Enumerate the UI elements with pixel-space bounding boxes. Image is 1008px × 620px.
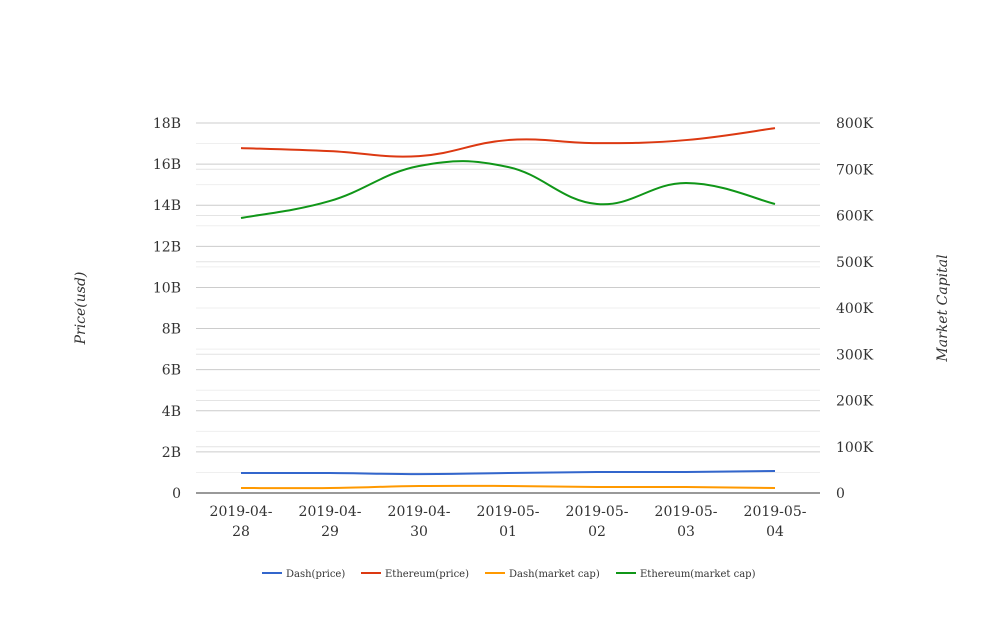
series-line-dash-price (240, 470, 776, 476)
right-axis-title: Market Capital (935, 254, 951, 362)
legend-label: Ethereum(price) (385, 569, 469, 580)
right-tick-label: 500K (836, 255, 874, 271)
legend-label: Dash(market cap) (509, 569, 600, 580)
legend-item[interactable]: Ethereum(market cap) (616, 569, 756, 580)
right-tick-label: 100K (836, 440, 874, 456)
x-tick-label: 2019-04-29 (299, 504, 362, 540)
legend-item[interactable]: Dash(market cap) (485, 569, 600, 580)
left-tick-label: 14B (153, 198, 181, 214)
series-line-ethereum-market-cap (240, 160, 776, 219)
left-tick-label: 4B (162, 404, 181, 420)
right-tick-label: 600K (836, 209, 874, 225)
x-axis-ticks: 2019-04-28 2019-04-29 2019-04-30 2019-05-01… (210, 504, 807, 540)
left-tick-label: 0 (172, 486, 181, 502)
right-tick-label: 300K (836, 347, 874, 363)
left-tick-label: 2B (162, 445, 181, 461)
legend-label: Ethereum(market cap) (640, 569, 756, 580)
x-tick-label: 2019-04-30 (388, 504, 451, 540)
legend: Dash(price) Ethereum(price) Dash(market ca… (262, 569, 756, 580)
left-tick-label: 16B (153, 157, 181, 173)
x-tick-label: 2019-05-01 (477, 504, 540, 540)
x-tick-label: 2019-04-28 (210, 504, 273, 540)
x-tick-label: 2019-05-04 (744, 504, 807, 540)
right-axis-ticks: 0 100K 200K 300K 400K 500K 600K 700K 800K (836, 116, 874, 502)
series-line-ethereum-price (240, 127, 776, 158)
left-tick-label: 18B (153, 116, 181, 132)
right-tick-label: 0 (836, 486, 845, 502)
legend-item[interactable]: Dash(price) (262, 569, 345, 580)
gridlines (196, 122, 820, 473)
legend-item[interactable]: Ethereum(price) (361, 569, 469, 580)
left-tick-label: 10B (153, 280, 181, 296)
left-tick-label: 8B (162, 322, 181, 338)
right-tick-label: 800K (836, 116, 874, 132)
x-tick-label: 2019-05-02 (566, 504, 629, 540)
left-tick-label: 6B (162, 363, 181, 379)
x-tick-label: 2019-05-03 (655, 504, 718, 540)
left-axis-ticks: 0 2B 4B 6B 8B 10B 12B 14B 16B 18B (153, 116, 181, 502)
series-lines (240, 127, 776, 490)
legend-label: Dash(price) (286, 569, 345, 580)
right-tick-label: 400K (836, 301, 874, 317)
left-tick-label: 12B (153, 239, 181, 255)
left-axis-title: Price(usd) (73, 272, 89, 346)
series-line-dash-market-cap (240, 484, 776, 490)
right-tick-label: 200K (836, 394, 874, 410)
right-tick-label: 700K (836, 162, 874, 178)
